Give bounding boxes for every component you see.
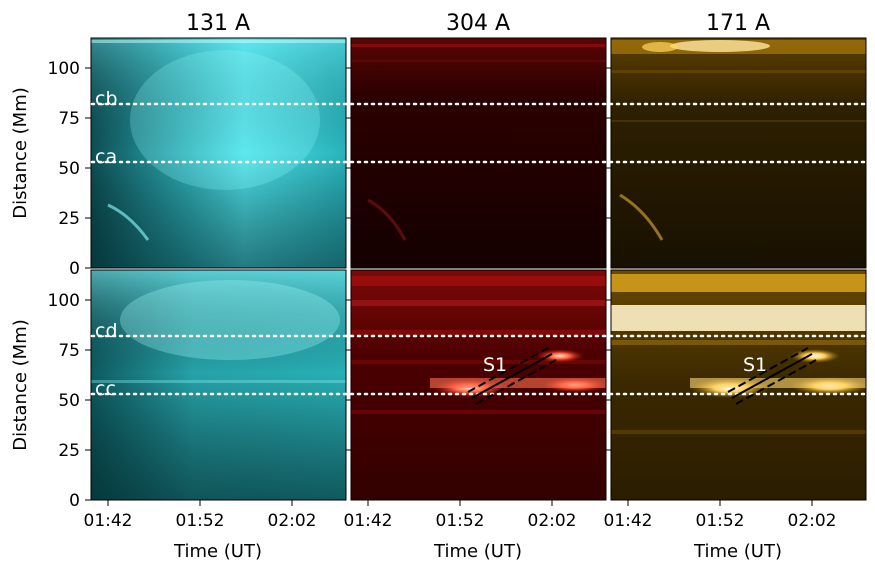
- y-tick-label: 50: [58, 159, 80, 179]
- x-axis-label-3: Time (UT): [693, 541, 782, 562]
- y-ticks-top: 0 25 50 75 100: [48, 59, 91, 279]
- y-tick-label: 100: [48, 59, 80, 79]
- y-tick-label: 75: [58, 109, 80, 129]
- x-tick-label: 01:52: [176, 511, 225, 531]
- slit-label-171: S1: [743, 354, 767, 376]
- x-tick-label: 01:42: [604, 511, 653, 531]
- x-axis-label-2: Time (UT): [433, 541, 522, 562]
- y-tick-label: 50: [58, 391, 80, 411]
- x-tick-label: 01:42: [84, 511, 133, 531]
- x-tick-label: 01:42: [344, 511, 393, 531]
- marker-label-cb: cb: [95, 88, 118, 110]
- slit-304: [467, 347, 557, 405]
- y-tick-label: 100: [48, 291, 80, 311]
- x-ticks: [107, 500, 813, 506]
- title-304: 304 A: [446, 11, 510, 36]
- y-tick-label: 0: [69, 491, 80, 511]
- y-tick-label: 75: [58, 341, 80, 361]
- x-tick-label: 01:52: [436, 511, 485, 531]
- image-171-bottom: [611, 270, 866, 500]
- x-tick-label: 02:02: [528, 511, 577, 531]
- x-tick-label: 01:52: [696, 511, 745, 531]
- title-171: 171 A: [706, 11, 770, 36]
- y-ticks-bottom: 0 25 50 75 100: [48, 291, 91, 511]
- marker-label-cc: cc: [95, 378, 116, 400]
- image-304-top: [351, 38, 606, 268]
- slit-171: [727, 347, 817, 405]
- title-131: 131 A: [186, 11, 250, 36]
- y-axis-label-top: Distance (Mm): [10, 87, 31, 219]
- y-tick-label: 25: [58, 441, 80, 461]
- image-304-bottom: [351, 270, 606, 500]
- marker-label-ca: ca: [95, 146, 117, 168]
- image-171-top: [611, 38, 866, 268]
- x-axis-label-1: Time (UT): [173, 541, 262, 562]
- slit-label-304: S1: [483, 354, 507, 376]
- y-axis-label-bottom: Distance (Mm): [10, 319, 31, 451]
- y-tick-label: 25: [58, 209, 80, 229]
- image-131-top: [91, 38, 346, 268]
- inner-ticks: [346, 67, 611, 451]
- x-tick-label: 02:02: [268, 511, 317, 531]
- y-tick-label: 0: [69, 259, 80, 279]
- marker-label-cd: cd: [95, 320, 118, 342]
- panel-frames: [90, 37, 867, 501]
- image-131-bottom: [91, 270, 346, 500]
- x-tick-label: 02:02: [788, 511, 837, 531]
